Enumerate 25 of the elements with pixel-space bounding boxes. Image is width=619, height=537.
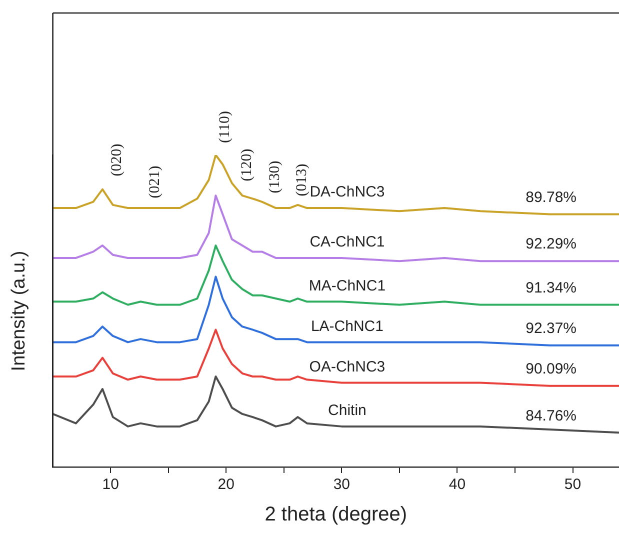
series-label: CA-ChNC1 bbox=[310, 234, 385, 251]
series-label: DA-ChNC3 bbox=[310, 184, 385, 201]
annotation: 92.37% bbox=[526, 320, 576, 337]
annotation: (130) bbox=[266, 160, 283, 194]
x-axis-title: 2 theta (degree) bbox=[264, 504, 408, 526]
annotation: 92.29% bbox=[526, 236, 576, 253]
x-tick-label: 10 bbox=[102, 476, 119, 494]
x-tick-label: 40 bbox=[448, 476, 466, 494]
annotation: (020) bbox=[108, 144, 125, 176]
annotation: (013) bbox=[294, 164, 310, 196]
annotation: 84.76% bbox=[526, 407, 576, 424]
series-label: Chitin bbox=[328, 402, 366, 420]
x-tick-label: 50 bbox=[564, 476, 582, 494]
annotation: 89.78% bbox=[526, 188, 576, 206]
x-tick-label: 30 bbox=[333, 476, 350, 494]
series-label: MA-ChNC1 bbox=[308, 277, 386, 294]
annotation: (021) bbox=[146, 166, 163, 198]
annotation: 91.34% bbox=[526, 279, 576, 296]
text: (110) bbox=[216, 111, 233, 143]
annotation: 90.09% bbox=[526, 360, 576, 378]
y-axis-title: Intensity (a.u.) bbox=[8, 250, 30, 372]
annotation: (120) bbox=[238, 148, 255, 182]
series-label: LA-ChNC1 bbox=[310, 318, 384, 335]
x-tick-label: 20 bbox=[218, 476, 234, 494]
series-label: OA-ChNC3 bbox=[309, 358, 386, 376]
